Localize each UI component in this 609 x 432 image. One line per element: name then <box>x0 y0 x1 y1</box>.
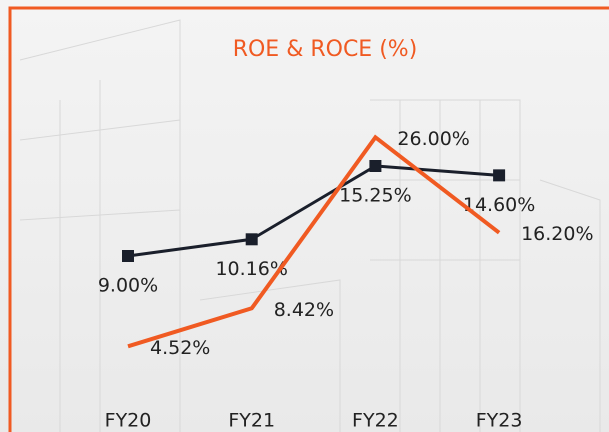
data-label: 9.00% <box>98 275 158 297</box>
data-label: 10.16% <box>215 258 287 280</box>
data-label: 8.42% <box>274 299 334 321</box>
background-sketch <box>19 19 601 432</box>
data-label: 15.25% <box>339 185 411 207</box>
marker <box>122 250 134 262</box>
x-tick-label: FY21 <box>228 410 275 432</box>
series-line <box>127 164 500 258</box>
marker <box>245 233 258 246</box>
marker <box>369 160 382 172</box>
x-tick-label: FY23 <box>476 410 523 432</box>
chart-title: ROE & ROCE (%) <box>233 37 418 62</box>
marker <box>493 169 506 182</box>
x-tick-label: FY20 <box>105 410 152 432</box>
data-label: 16.20% <box>521 223 593 245</box>
x-tick-label: FY22 <box>352 410 399 432</box>
data-label: 4.52% <box>150 337 210 359</box>
data-label: 14.60% <box>463 194 535 216</box>
frame <box>8 6 609 432</box>
data-label: 26.00% <box>397 128 469 150</box>
series-line <box>127 134 501 349</box>
